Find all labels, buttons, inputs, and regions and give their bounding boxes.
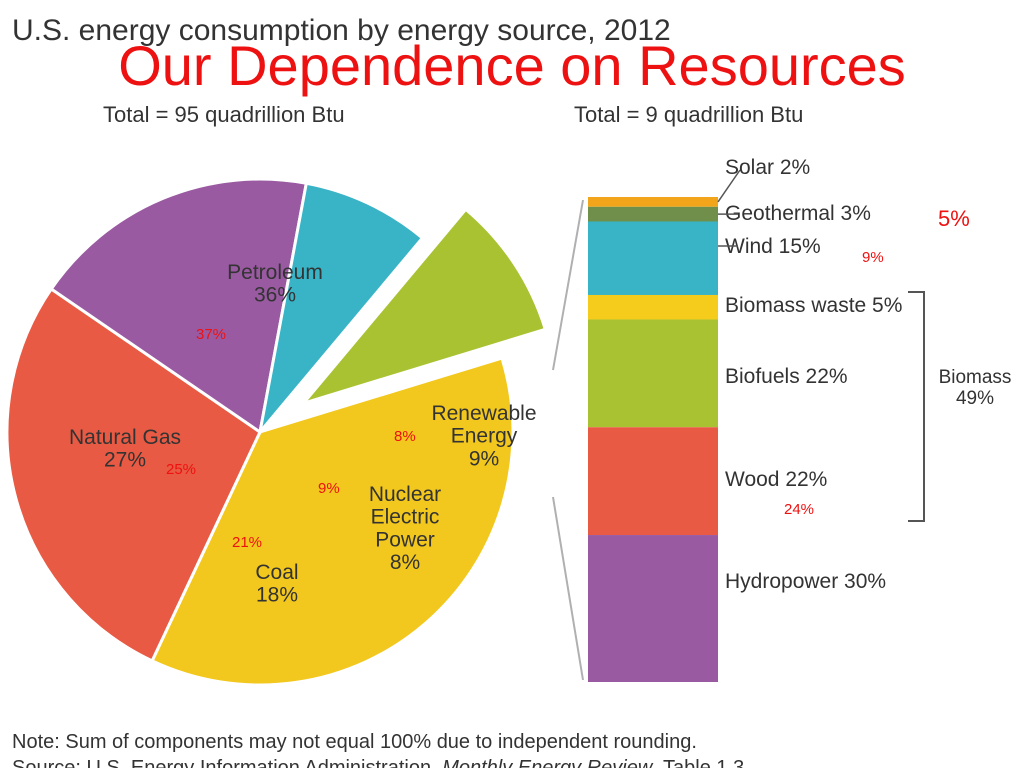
source-prefix: Source: U.S. Energy Information Administ… — [12, 757, 442, 768]
bar-label-wood: Wood 22% — [725, 468, 827, 491]
annotation-wood: 24% — [784, 501, 815, 518]
pie-slice-natural-gas — [5, 286, 262, 663]
annotation-renewable: 8% — [394, 428, 416, 445]
bar-segment-biofuels — [588, 319, 718, 428]
bar-segment-wind — [588, 221, 718, 295]
bar-segment-solar — [588, 197, 718, 207]
pie-label-natural-gas: Natural Gas — [69, 426, 181, 449]
bar-label-geothermal: Geothermal 3% — [725, 202, 871, 225]
biomass-group-value: 49% — [956, 388, 994, 409]
chart-title: U.S. energy consumption by energy source… — [12, 14, 671, 47]
pie-label-coal: Coal — [255, 561, 298, 584]
annotation-geothermal: 5% — [938, 206, 970, 231]
source-line: Source: U.S. Energy Information Administ… — [12, 757, 744, 768]
annotation-natural-gas: 25% — [166, 461, 197, 478]
pie-slice-renewable-energy — [298, 207, 548, 407]
bar-label-wind: Wind 15% — [725, 235, 821, 258]
pie-value-natural-gas: 27% — [104, 449, 146, 472]
pie-total-label: Total = 95 quadrillion Btu — [103, 102, 345, 127]
annotation-petroleum: 37% — [196, 326, 227, 343]
pie-label-petroleum: Petroleum — [227, 261, 323, 284]
connector-line-bottom — [552, 496, 584, 681]
source-italic: Monthly Energy Review — [442, 757, 654, 768]
bar-segment-geothermal — [588, 206, 718, 222]
pie-slice-petroleum — [150, 356, 515, 687]
pie-value-petroleum: 36% — [254, 284, 296, 307]
pie-label-nuclear-electric-power: Nuclear Electric Power — [369, 483, 441, 551]
connector-line-top — [552, 199, 584, 371]
bar-total-label: Total = 9 quadrillion Btu — [574, 102, 803, 127]
pie-slice-coal — [49, 177, 309, 435]
pie-label-renewable-energy: Renewable Energy — [431, 402, 536, 448]
bar-label-hydropower: Hydropower 30% — [725, 570, 886, 593]
bar-segment-wood — [588, 427, 718, 536]
pie-slice-nuclear-electric-power — [257, 181, 425, 438]
annotation-nuclear: 9% — [318, 480, 340, 497]
footnote: Note: Sum of components may not equal 10… — [12, 731, 697, 753]
biomass-bracket — [908, 290, 925, 523]
leader-solar — [717, 169, 741, 203]
biomass-group-label: Biomass — [939, 367, 1012, 388]
bar-label-biofuels: Biofuels 22% — [725, 365, 848, 388]
pie-value-renewable-energy: 9% — [469, 447, 499, 470]
slide-title: Our Dependence on Resources — [118, 34, 906, 97]
bar-label-biomass-waste: Biomass waste 5% — [725, 294, 902, 317]
stacked-bar-chart: Solar 2% Geothermal 3% Wind 15% Biomass was… — [552, 156, 1012, 682]
annotation-coal: 21% — [232, 534, 263, 551]
bar-label-solar: Solar 2% — [725, 156, 810, 179]
source-suffix: , Table 1.3 — [652, 757, 744, 768]
pie-value-nuclear-electric-power: 8% — [390, 551, 420, 574]
bar-segment-hydropower — [588, 535, 718, 682]
annotation-wind: 9% — [862, 249, 884, 266]
bar-segment-biomass-waste — [588, 294, 718, 320]
pie-value-coal: 18% — [256, 584, 298, 607]
